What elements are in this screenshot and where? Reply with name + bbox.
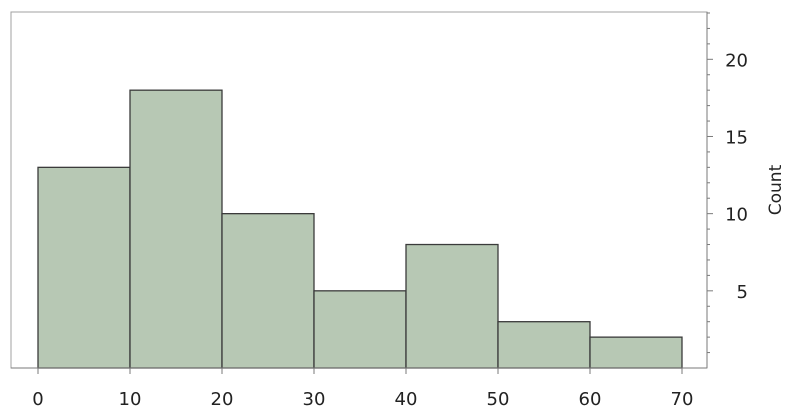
x-tick-label: 40 bbox=[395, 389, 418, 410]
x-tick-label: 20 bbox=[211, 389, 234, 410]
histogram-bar bbox=[221, 213, 315, 369]
y-tick-label: 15 bbox=[725, 127, 748, 148]
x-tick-label: 10 bbox=[119, 389, 142, 410]
y-axis-title: Count bbox=[766, 164, 786, 215]
histogram-bar bbox=[497, 321, 591, 369]
y-axis-ticks: 5 10 15 20 bbox=[707, 12, 748, 354]
x-tick-label: 60 bbox=[579, 389, 602, 410]
y-tick-label: 10 bbox=[725, 205, 748, 226]
x-axis-ticks: 0 10 20 30 40 50 60 70 bbox=[32, 368, 693, 410]
histogram-bar bbox=[129, 89, 223, 369]
x-tick-label: 50 bbox=[487, 389, 510, 410]
histogram-bar bbox=[589, 336, 683, 369]
histogram-bar bbox=[37, 166, 131, 369]
x-tick-label: 0 bbox=[32, 389, 43, 410]
y-tick-label: 5 bbox=[737, 282, 748, 303]
x-tick-label: 70 bbox=[671, 389, 694, 410]
histogram-bar bbox=[313, 290, 407, 369]
histogram-bar bbox=[405, 243, 499, 369]
y-tick-label: 20 bbox=[725, 50, 748, 71]
bars-group bbox=[37, 89, 683, 369]
x-tick-label: 30 bbox=[303, 389, 326, 410]
